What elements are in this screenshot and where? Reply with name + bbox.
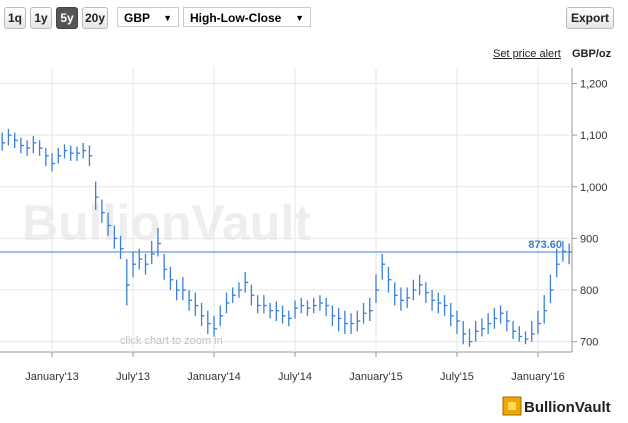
currency: GBP [124,11,151,25]
y-tick-label: 1,100 [580,130,608,142]
logo-icon-inner [508,402,516,410]
range-button[interactable]: 1q [4,7,26,29]
x-tick-label: July'15 [440,371,474,383]
chart-style: High-Low-Close [190,11,282,25]
y-tick-label: 1,000 [580,182,608,194]
currency-select[interactable]: GBP ▼ [117,7,179,27]
y-tick-label: 1,200 [580,78,608,90]
x-tick-label: July'14 [278,371,312,383]
y-tick-label: 900 [580,233,598,245]
range-button[interactable]: 5y [56,7,78,29]
x-tick-label: January'16 [511,371,564,383]
price-alert-link[interactable]: Set price alert [493,48,561,60]
zoom-hint: click chart to zoom in [120,335,223,347]
logo-text: BullionVault [524,399,611,416]
unit-label: GBP/oz [572,48,612,60]
x-tick-label: January'14 [187,371,240,383]
x-tick-label: January'15 [349,371,402,383]
current-price-label: 873.60 [528,239,562,251]
x-tick-label: July'13 [116,371,150,383]
range-button[interactable]: 20y [82,7,108,29]
y-tick-label: 800 [580,285,598,297]
y-tick-label: 700 [580,337,598,349]
style-select[interactable]: High-Low-Close ▼ [183,7,311,27]
range-button[interactable]: 1y [30,7,52,29]
watermark: BullionVault [22,195,311,251]
x-tick-label: January'13 [25,371,78,383]
export-button[interactable]: Export [566,7,614,29]
